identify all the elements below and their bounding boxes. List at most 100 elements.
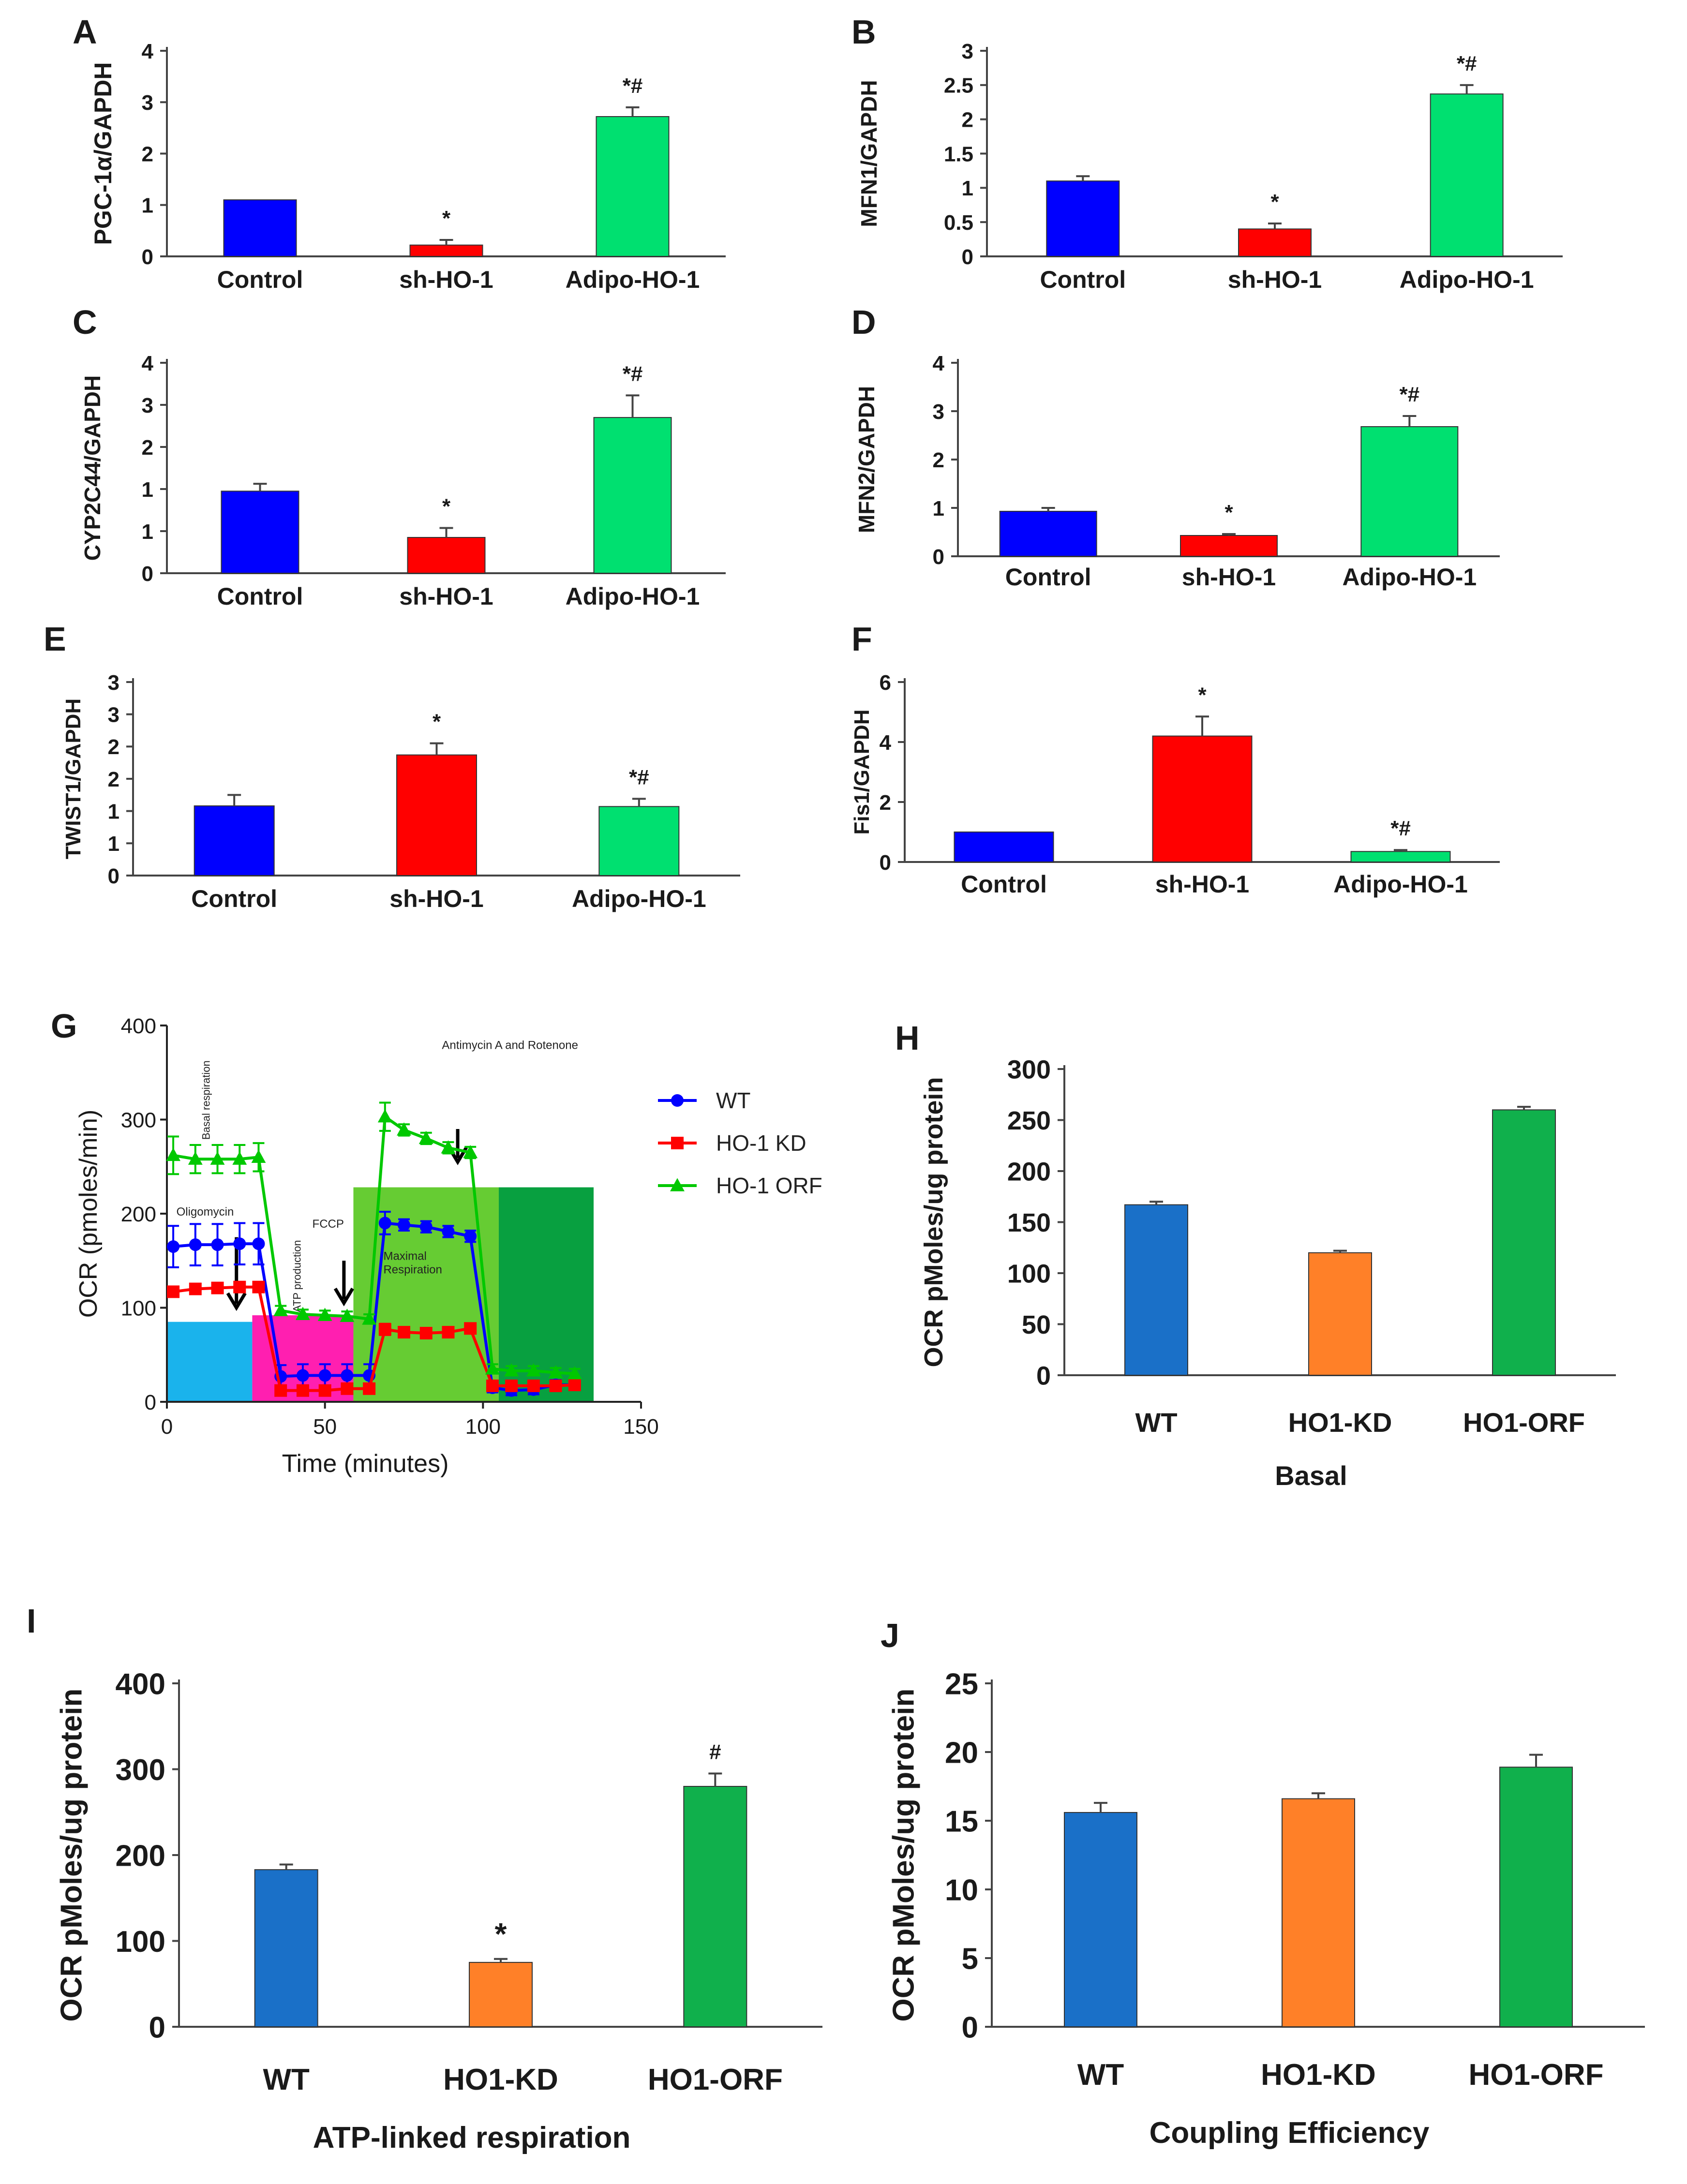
- y-axis-label: MFN1/GAPDH: [856, 80, 881, 227]
- y-tick-label: 2: [880, 791, 891, 815]
- data-point: [252, 1237, 265, 1250]
- bar-ho1-kd: [1282, 1798, 1355, 2028]
- y-axis-label: OCR (pmoles/min): [75, 1110, 103, 1318]
- panel-letter: C: [73, 303, 97, 341]
- x-tick-label: 0: [161, 1415, 173, 1439]
- significance-marker: *: [1224, 501, 1233, 524]
- y-tick-label: 0: [962, 2011, 978, 2044]
- y-tick-label: 4: [142, 40, 154, 63]
- data-point: [363, 1382, 376, 1395]
- y-tick-label: 4: [142, 352, 154, 375]
- x-axis-label: Coupling Efficiency: [1150, 2116, 1430, 2150]
- legend-label: HO-1 ORF: [716, 1173, 822, 1198]
- bar-ho1-kd: [469, 1961, 533, 2027]
- y-tick-label: 2: [108, 735, 119, 759]
- significance-marker: *#: [1400, 383, 1420, 406]
- y-tick-label: 0: [933, 545, 944, 569]
- y-tick-label: 250: [1007, 1106, 1051, 1135]
- data-point: [211, 1238, 224, 1251]
- bar-wt: [254, 1869, 318, 2028]
- x-category-label: WT: [1135, 1407, 1177, 1438]
- significance-marker: *: [442, 207, 451, 230]
- data-point: [252, 1280, 265, 1293]
- x-category-label: HO1-ORF: [1463, 1407, 1585, 1438]
- data-point: [397, 1122, 411, 1136]
- region-label: Maximal: [383, 1250, 426, 1263]
- bar-wt: [1064, 1812, 1137, 2027]
- x-category-label: Control: [1040, 266, 1126, 293]
- x-tick-label: 100: [465, 1415, 501, 1439]
- significance-marker: *#: [1457, 52, 1477, 75]
- bar-sh-ho-1: [407, 537, 486, 574]
- significance-marker: *#: [623, 362, 643, 386]
- bar-adipo-ho-1: [598, 806, 680, 877]
- legend-label: WT: [716, 1088, 751, 1113]
- y-tick-label: 1: [108, 800, 119, 824]
- y-tick-label: 0: [108, 864, 119, 888]
- data-point: [419, 1220, 433, 1233]
- x-category-label: Control: [961, 871, 1047, 898]
- data-point: [568, 1378, 581, 1391]
- bar-adipo-ho-1: [1350, 851, 1451, 863]
- injection-arrowhead: [333, 1287, 354, 1307]
- y-tick-label: 2: [142, 142, 153, 166]
- y-tick-label: 10: [945, 1873, 978, 1907]
- data-point: [486, 1379, 499, 1392]
- bar-control: [999, 511, 1097, 557]
- legend-item: HO-1 ORF: [658, 1173, 822, 1198]
- data-point: [464, 1322, 477, 1335]
- data-point: [442, 1326, 455, 1339]
- panel-letter: I: [27, 1602, 36, 1640]
- chart-panel-d: D 0 1 2 3 4 MFN2/GAPDH Control * sh-HO-1 *# Adipo-H…: [851, 303, 1500, 591]
- y-tick-label: 100: [1007, 1259, 1051, 1288]
- x-category-label: Adipo-HO-1: [1400, 266, 1534, 293]
- bar-wt: [1124, 1204, 1188, 1376]
- y-tick-label: 2: [142, 436, 153, 460]
- annotation-text: Antimycin A and Rotenone: [442, 1039, 578, 1052]
- phase-region: [167, 1322, 253, 1402]
- data-point: [317, 1307, 332, 1321]
- chart-panel-i: I 0 100 200 300 400 OCR pMoles/ug protein WT * HO…: [27, 1602, 822, 2154]
- panel-letter: A: [73, 13, 97, 51]
- y-tick-label: 200: [121, 1203, 156, 1226]
- data-point: [232, 1151, 247, 1165]
- legend-label: HO-1 KD: [716, 1130, 806, 1156]
- x-category-label: Adipo-HO-1: [572, 885, 706, 912]
- significance-marker: *#: [1390, 817, 1411, 840]
- y-tick-label: 0.5: [944, 211, 973, 235]
- y-axis-label: OCR pMoles/ug protein: [919, 1077, 948, 1367]
- panel-letter: J: [881, 1617, 899, 1654]
- y-axis-label: Fis1/GAPDH: [850, 709, 874, 834]
- data-point: [377, 1109, 392, 1123]
- y-axis-label: PGC-1α/GAPDH: [90, 62, 117, 245]
- data-point: [233, 1237, 246, 1250]
- data-point: [362, 1311, 377, 1325]
- bar-adipo-ho-1: [593, 417, 672, 574]
- y-tick-label: 2: [108, 768, 119, 791]
- bar-adipo-ho-1: [1430, 93, 1504, 257]
- data-point: [318, 1384, 331, 1397]
- data-point: [485, 1361, 500, 1375]
- significance-marker: *#: [629, 765, 649, 789]
- x-axis-label: ATP-linked respiration: [313, 2121, 631, 2154]
- y-axis-label: OCR pMoles/ug protein: [887, 1689, 920, 2022]
- data-point: [671, 1137, 684, 1149]
- annotation-text: Basal respiration: [200, 1060, 212, 1140]
- y-tick-label: 3: [933, 400, 944, 424]
- data-point: [418, 1130, 433, 1144]
- data-point: [504, 1363, 519, 1377]
- x-category-label: HO1-ORF: [648, 2063, 783, 2096]
- bar-sh-ho-1: [1238, 228, 1312, 257]
- bar-ho1-kd: [1308, 1252, 1372, 1376]
- significance-marker: *: [1270, 190, 1279, 214]
- data-point: [548, 1365, 563, 1379]
- bar-sh-ho-1: [1152, 735, 1253, 862]
- y-tick-label: 1: [108, 832, 119, 856]
- series-ho-1-kd: [167, 1280, 581, 1397]
- region-label: ATP production: [291, 1240, 303, 1312]
- y-axis-label: OCR pMoles/ug protein: [55, 1689, 88, 2022]
- panel-letter: E: [44, 620, 66, 658]
- y-tick-label: 50: [1022, 1310, 1051, 1339]
